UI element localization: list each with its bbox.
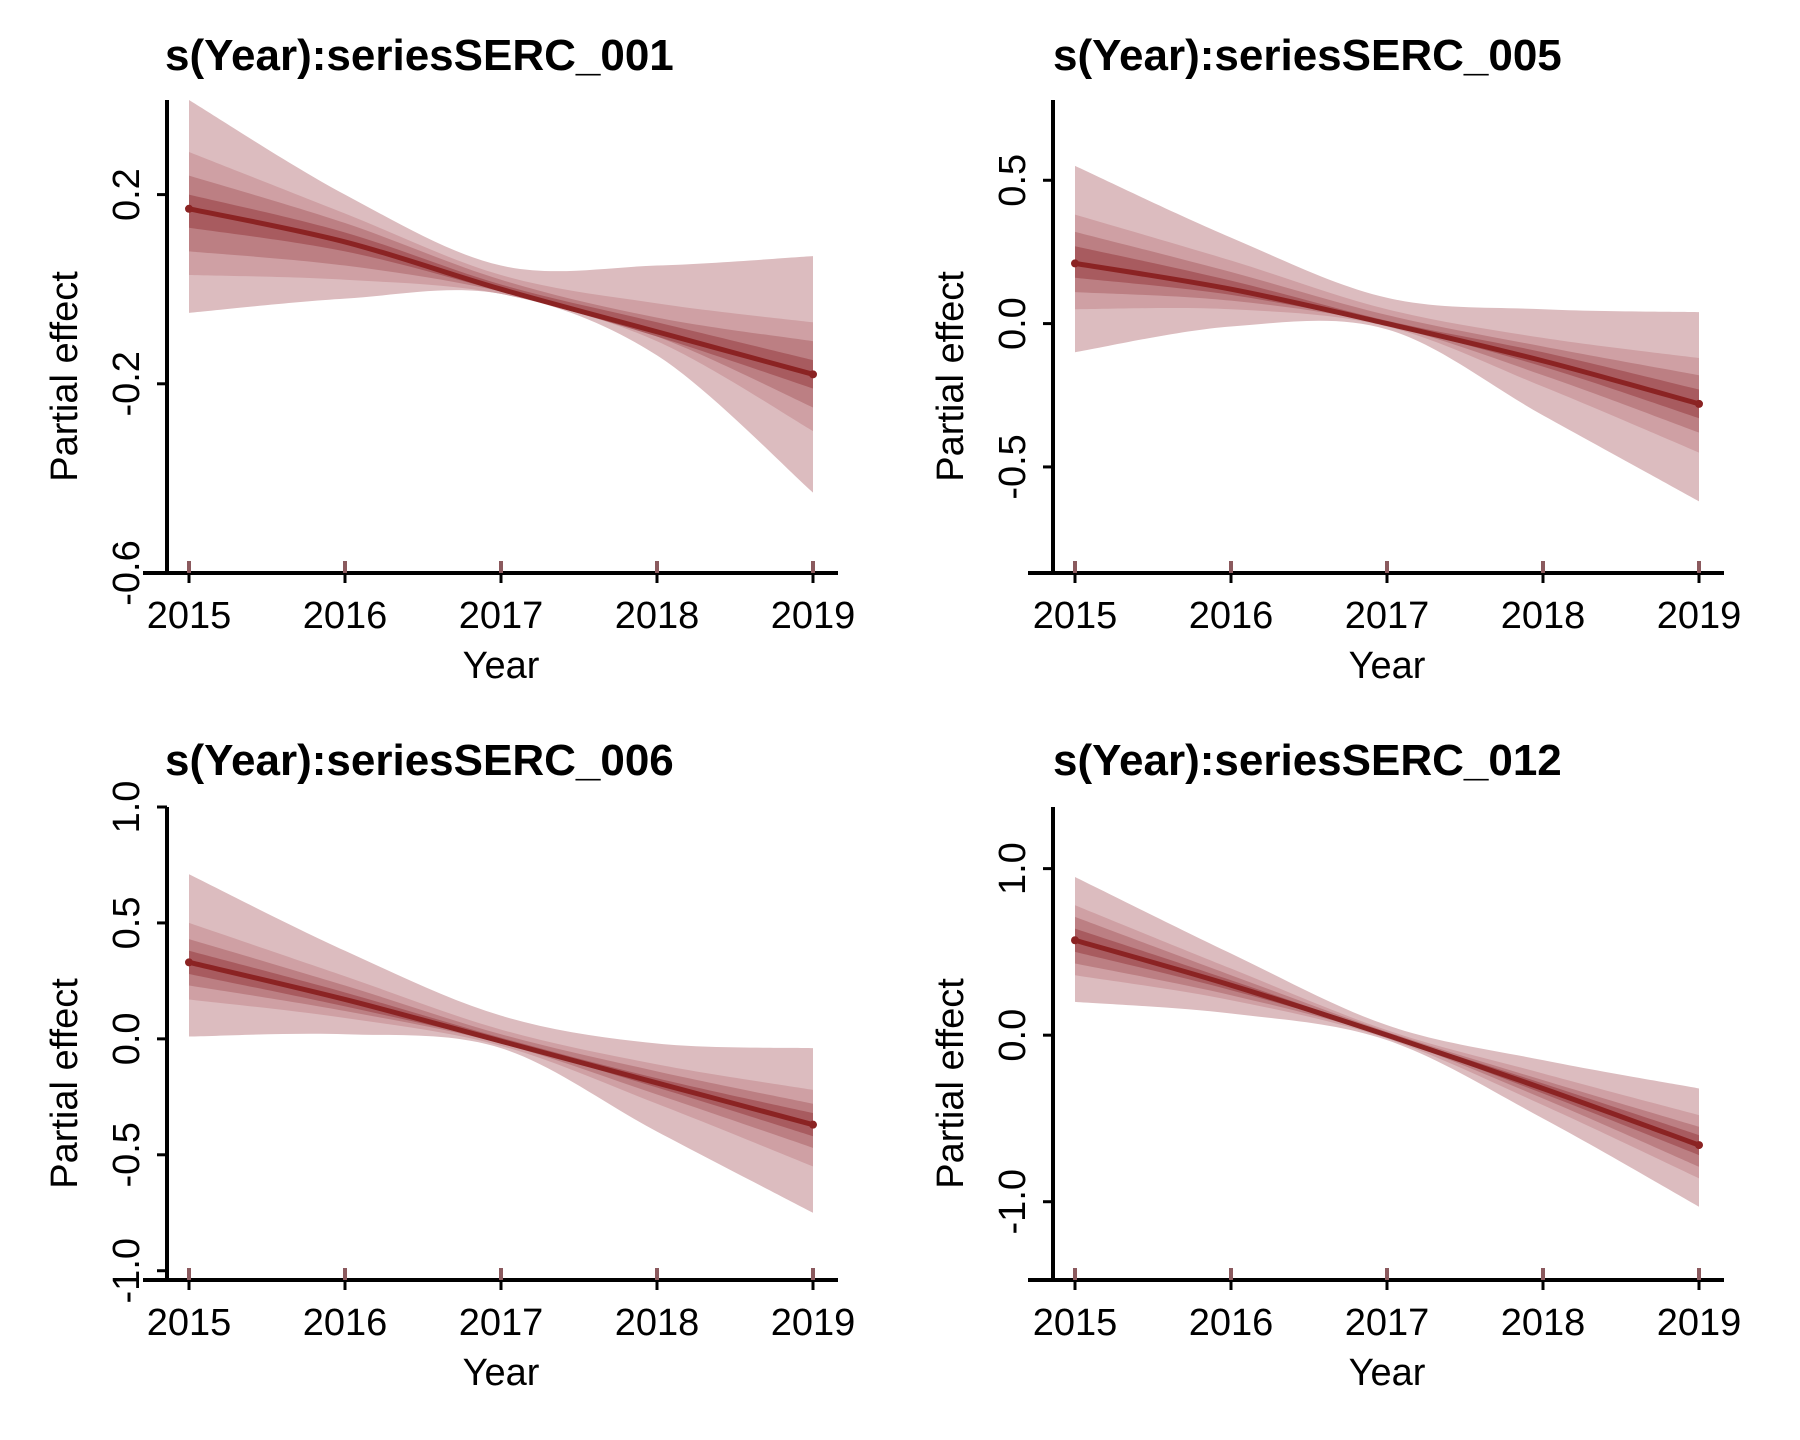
x-tick-label: 2016: [303, 1302, 388, 1344]
x-tick-label: 2017: [459, 595, 544, 637]
y-tick-label: 0.0: [992, 297, 1034, 350]
panel-title: s(Year):seriesSERC_012: [1053, 736, 1562, 785]
x-tick-label: 2017: [459, 1302, 544, 1344]
median-end-point: [1695, 1141, 1703, 1150]
x-tick-label: 2016: [303, 595, 388, 637]
panel-title: s(Year):seriesSERC_001: [165, 31, 674, 80]
chart-panel-4: s(Year):seriesSERC_012 2015 2016 2017 2018 20…: [930, 736, 1741, 1394]
median-start-point: [185, 958, 193, 967]
y-tick-label: 1.0: [106, 781, 148, 834]
y-tick-label: 0.5: [106, 897, 148, 950]
y-axis-label: Partial effect: [44, 978, 86, 1189]
chart-panel-1: s(Year):seriesSERC_001 2015 2016 2017 2018 20…: [44, 31, 855, 687]
y-tick-label: 0.5: [992, 154, 1034, 207]
median-start-point: [1071, 936, 1079, 945]
credible-band-band-outer: [189, 100, 813, 493]
y-tick-label: 0.0: [992, 1009, 1034, 1062]
y-tick-label: -1.0: [106, 1238, 148, 1303]
y-tick-label: -1.0: [992, 1169, 1034, 1234]
y-tick-label: 0.0: [106, 1012, 148, 1065]
x-tick-label: 2019: [1657, 595, 1742, 637]
median-line: [186, 206, 816, 377]
y-tick-label: -0.5: [992, 434, 1034, 499]
y-tick-label: -0.5: [106, 1122, 148, 1187]
credible-band-band-outer: [1075, 876, 1699, 1207]
x-tick-label: 2017: [1345, 1302, 1430, 1344]
x-tick-label: 2016: [1189, 595, 1274, 637]
chart-panel-2: s(Year):seriesSERC_005 2015 2016 2017 2018 20…: [930, 31, 1741, 687]
y-axis-label: Partial effect: [930, 978, 972, 1189]
median-start-point: [1071, 259, 1079, 268]
x-tick-label: 2015: [1033, 1302, 1118, 1344]
y-tick-label: 1.0: [992, 842, 1034, 895]
x-axis-label: Year: [463, 645, 540, 687]
panel-title: s(Year):seriesSERC_006: [165, 736, 674, 785]
panel-title: s(Year):seriesSERC_005: [1053, 31, 1562, 80]
y-tick-label: 0.2: [106, 168, 148, 221]
x-tick-label: 2018: [615, 595, 700, 637]
median-line: [186, 959, 816, 1128]
median-line: [1072, 260, 1702, 407]
chart-panel-3: s(Year):seriesSERC_006 2015 2016 2017 2018 20…: [44, 736, 855, 1394]
credible-band-band-3: [1075, 916, 1699, 1167]
median-end-point: [809, 370, 817, 379]
credible-band-band-2: [1075, 905, 1699, 1179]
y-tick-label: -0.6: [106, 540, 148, 605]
median-end-point: [809, 1120, 817, 1129]
x-tick-label: 2018: [615, 1302, 700, 1344]
median-end-point: [1695, 399, 1703, 408]
x-tick-label: 2015: [147, 595, 232, 637]
median-line: [1072, 937, 1702, 1148]
x-axis-label: Year: [1349, 1352, 1426, 1394]
x-axis-label: Year: [463, 1352, 540, 1394]
credible-band-band-outer: [1075, 165, 1699, 502]
x-tick-label: 2015: [1033, 595, 1118, 637]
y-axis-label: Partial effect: [930, 271, 972, 482]
y-tick-label: -0.2: [106, 351, 148, 416]
x-tick-label: 2018: [1501, 595, 1586, 637]
x-tick-label: 2015: [147, 1302, 232, 1344]
x-tick-label: 2019: [1657, 1302, 1742, 1344]
x-axis-label: Year: [1349, 645, 1426, 687]
x-tick-label: 2018: [1501, 1302, 1586, 1344]
median-start-point: [185, 204, 193, 213]
x-tick-label: 2019: [771, 595, 856, 637]
x-tick-label: 2019: [771, 1302, 856, 1344]
x-tick-label: 2017: [1345, 595, 1430, 637]
y-axis-label: Partial effect: [44, 271, 86, 482]
credible-band-band-2: [189, 922, 813, 1167]
x-tick-label: 2016: [1189, 1302, 1274, 1344]
